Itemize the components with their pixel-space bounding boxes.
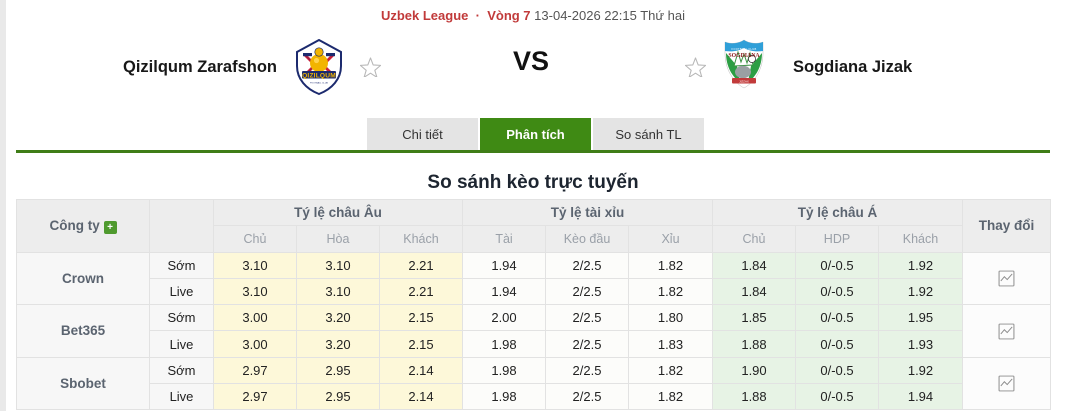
svg-text:FOOTBALL CLUB: FOOTBALL CLUB <box>310 82 328 85</box>
svg-text:SOGDIANA: SOGDIANA <box>728 53 760 59</box>
svg-text:QIZILQUM: QIZILQUM <box>302 72 336 79</box>
svg-text:JIZZAX: JIZZAX <box>739 79 749 83</box>
svg-text:FOOTBALL CLUB: FOOTBALL CLUB <box>732 47 757 51</box>
